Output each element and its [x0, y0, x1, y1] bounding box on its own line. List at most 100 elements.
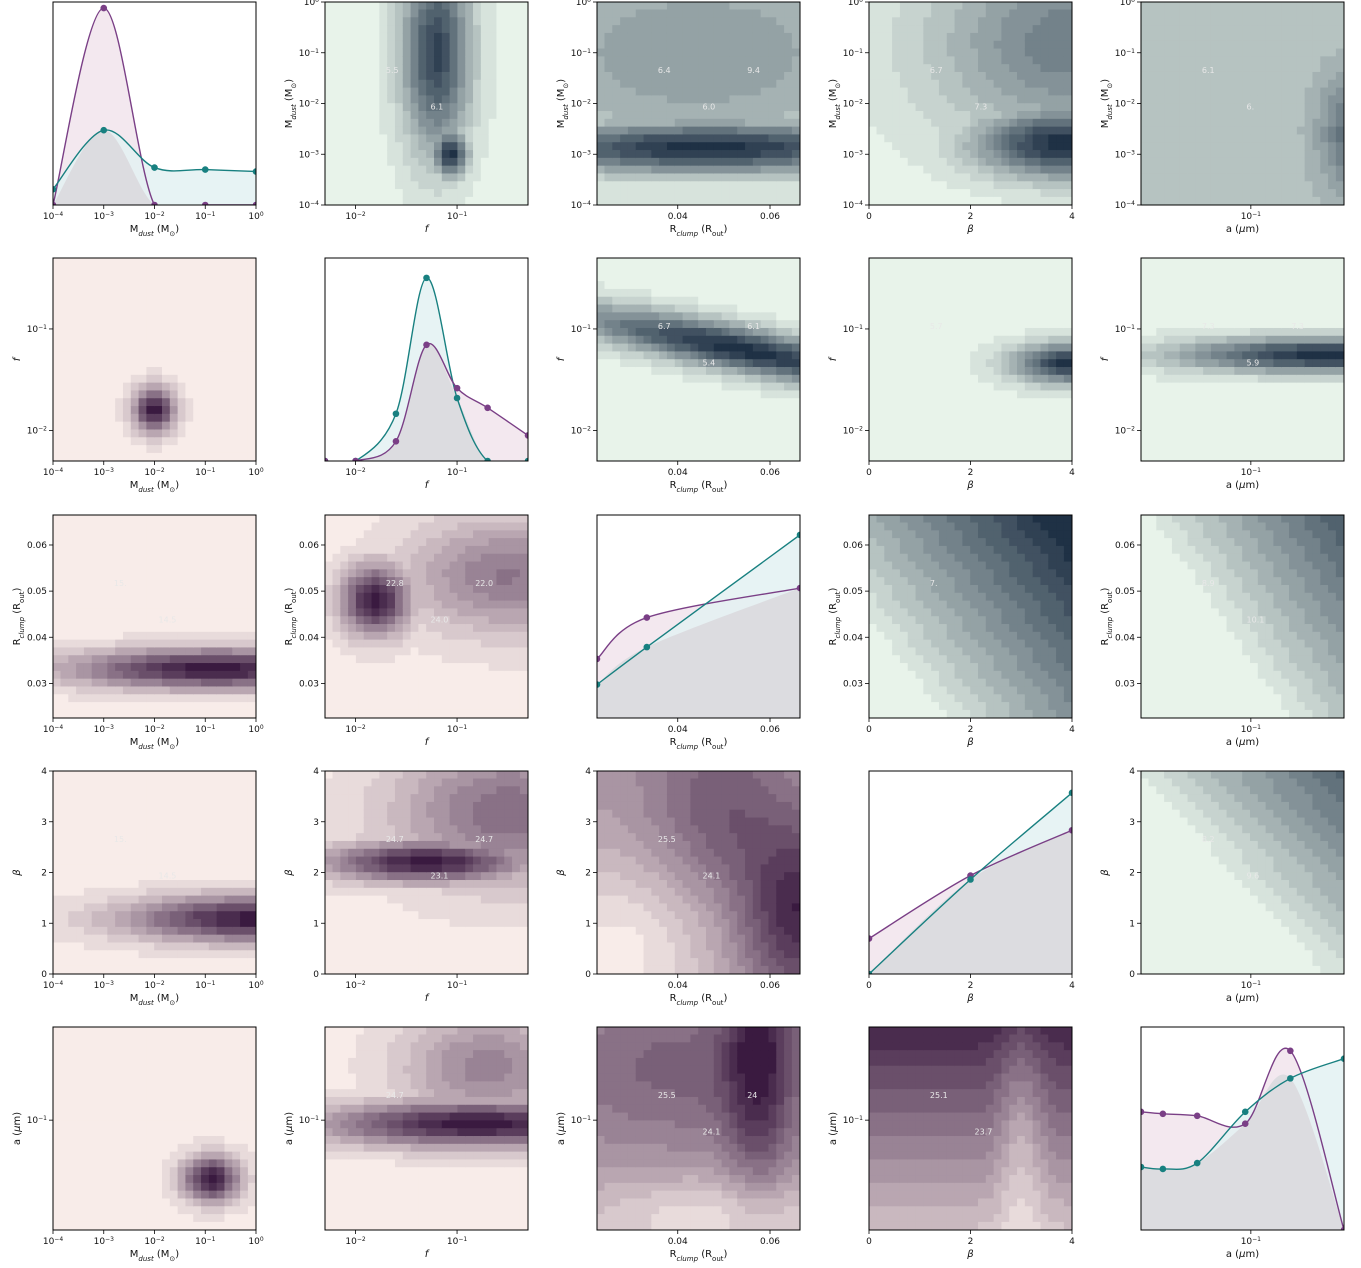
density-cell — [394, 118, 404, 128]
density-cell — [1312, 25, 1321, 34]
density-cell — [1289, 64, 1298, 73]
density-cell — [760, 265, 770, 274]
density-cell — [946, 382, 956, 392]
density-cell — [713, 95, 723, 104]
density-cell — [627, 265, 637, 274]
density-cell — [441, 79, 451, 89]
density-cell — [1048, 288, 1057, 298]
density-cell — [915, 374, 924, 384]
density-cell — [1148, 265, 1157, 274]
density-cell — [737, 452, 746, 461]
density-cell — [745, 196, 754, 205]
density-cell — [962, 413, 971, 423]
density-cell — [1009, 25, 1018, 34]
density-cell — [907, 258, 917, 267]
density-cell — [68, 437, 77, 446]
density-cell — [985, 157, 995, 167]
density-cell — [418, 142, 427, 151]
density-cell — [876, 181, 885, 190]
density-cell — [394, 71, 404, 81]
density-cell — [985, 374, 995, 384]
density-cell — [332, 2, 341, 11]
density-cell — [402, 142, 412, 151]
density-cell — [791, 265, 800, 274]
density-cell — [666, 32, 676, 42]
x-tick-label: 10−1 — [447, 467, 467, 479]
density-cell — [651, 17, 660, 26]
density-cell — [1156, 335, 1165, 345]
density-cell — [620, 189, 629, 198]
density-cell — [154, 327, 163, 337]
density-cell — [869, 118, 878, 128]
y-tick-label: 100 — [1120, 0, 1135, 8]
density-cell — [721, 71, 731, 81]
density-cell — [107, 312, 116, 321]
density-cell — [729, 312, 738, 321]
density-cell — [162, 335, 171, 345]
density-cell — [892, 25, 901, 34]
density-cell — [216, 312, 226, 321]
density-cell — [1195, 64, 1204, 73]
density-cell — [627, 351, 637, 360]
density-cell — [83, 437, 93, 446]
density-cell — [643, 327, 652, 337]
density-cell — [1040, 173, 1049, 182]
density-cell — [706, 134, 715, 143]
density-cell — [1032, 304, 1042, 313]
density-cell — [394, 87, 404, 96]
density-cell — [666, 48, 676, 57]
density-cell — [620, 413, 629, 423]
density-cell — [1273, 150, 1282, 159]
density-cell — [130, 265, 140, 274]
density-cell — [1001, 327, 1010, 337]
density-cell — [138, 421, 147, 431]
density-cell — [1141, 111, 1150, 120]
density-cell — [418, 95, 427, 104]
density-cell — [1304, 9, 1314, 18]
density-cell — [1032, 71, 1042, 81]
density-cell — [1171, 95, 1181, 104]
density-cell — [791, 87, 800, 96]
density-cell — [418, 181, 427, 190]
density-cell — [978, 95, 987, 104]
density-cell — [666, 421, 676, 431]
density-cell — [1001, 181, 1010, 190]
density-cell — [363, 48, 373, 57]
density-cell — [978, 398, 987, 407]
y-axis-label: f — [828, 356, 839, 361]
density-cell — [402, 25, 412, 34]
density-cell — [635, 367, 645, 376]
density-cell — [923, 296, 932, 306]
density-cell — [1001, 48, 1010, 57]
density-cell — [899, 437, 909, 446]
density-cell — [690, 48, 699, 57]
density-cell — [659, 103, 668, 112]
density-cell — [240, 327, 249, 337]
y-tick-label: 10−3 — [571, 149, 591, 161]
density-cell — [1009, 265, 1018, 274]
density-cell — [512, 103, 521, 112]
density-cell — [177, 398, 187, 407]
density-cell — [1056, 87, 1065, 96]
density-cell — [876, 258, 885, 267]
density-cell — [340, 40, 349, 50]
density-cell — [931, 48, 940, 57]
density-cell — [53, 273, 62, 282]
density-cell — [1273, 40, 1282, 50]
density-cell — [1063, 2, 1072, 11]
density-cell — [612, 165, 621, 175]
density-cell — [978, 189, 987, 198]
density-cell — [1063, 437, 1072, 446]
density-cell — [721, 390, 731, 399]
density-cell — [1335, 32, 1344, 42]
density-cell — [643, 95, 652, 104]
density-cell — [208, 421, 218, 431]
density-cell — [1148, 87, 1157, 96]
density-cell — [923, 40, 932, 50]
density-cell — [784, 111, 793, 120]
density-cell — [348, 48, 357, 57]
density-cell — [978, 288, 987, 298]
density-cell — [1242, 173, 1251, 182]
density-cell — [993, 126, 1003, 136]
density-cell — [232, 429, 241, 438]
